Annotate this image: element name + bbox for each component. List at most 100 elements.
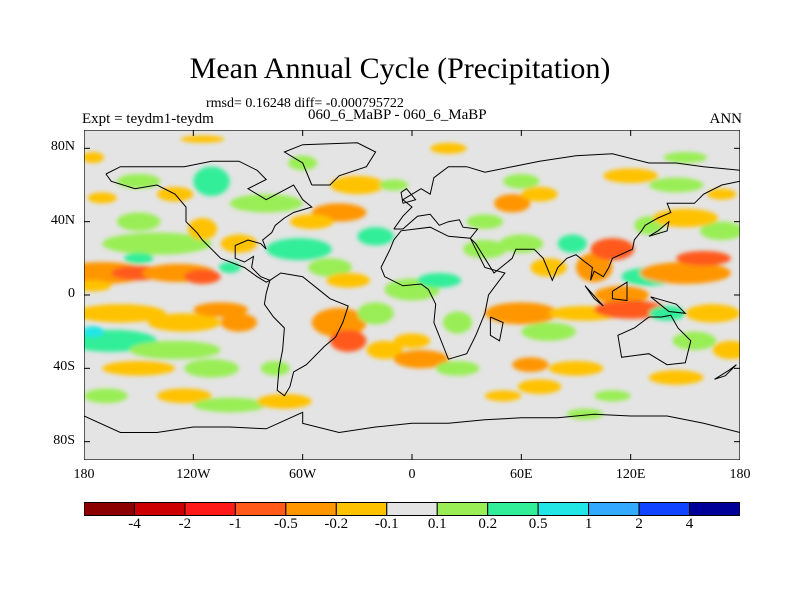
- anomaly-patch: [326, 273, 371, 288]
- lat-tick-label: 40N: [50, 212, 75, 228]
- anomaly-patch: [676, 251, 731, 266]
- coastline: [400, 188, 417, 204]
- colorbar-swatch: [638, 502, 691, 516]
- anomaly-patch: [129, 340, 221, 360]
- anomaly-patch: [218, 262, 241, 273]
- anomaly-patch: [311, 307, 367, 338]
- anomaly-patch: [499, 234, 544, 253]
- colorbar-swatch: [689, 502, 740, 516]
- anomaly-patch: [466, 214, 504, 229]
- anomaly-patch: [357, 302, 394, 325]
- anomaly-patch: [576, 252, 613, 283]
- chart-title: Mean Annual Cycle (Precipitation): [189, 52, 611, 85]
- coastline: [283, 142, 377, 186]
- lon-tick-label: 60W: [289, 467, 317, 482]
- colorbar-swatch: [537, 502, 590, 516]
- coastline: [617, 314, 692, 366]
- anomaly-patch: [193, 397, 267, 413]
- anomaly-patch: [503, 174, 540, 189]
- colorbar-level-label: -2: [178, 516, 192, 532]
- coastline: [714, 364, 737, 380]
- anomaly-patch: [184, 359, 239, 378]
- coastline: [650, 296, 687, 314]
- lon-tick-label: 180: [729, 467, 751, 482]
- anomaly-patch: [330, 329, 367, 352]
- anomaly-patch: [116, 212, 161, 231]
- colorbar-swatch: [588, 502, 640, 516]
- anomaly-patch: [685, 304, 740, 323]
- anomaly-patch: [594, 285, 649, 305]
- colorbar-swatch: [234, 502, 287, 516]
- lon-tick-label: 0: [408, 467, 416, 482]
- anomaly-patch: [484, 302, 558, 325]
- anomaly-patch: [652, 208, 719, 228]
- colorbar: [84, 502, 740, 516]
- colorbar-swatch: [184, 502, 236, 516]
- colorbar-swatch: [386, 502, 438, 516]
- stats-line: rmsd= 0.16248 diff= -0.000795722: [206, 96, 404, 111]
- coastline: [489, 316, 504, 342]
- precipitation-map: [84, 130, 740, 460]
- anomaly-patch: [548, 361, 604, 376]
- comparison-label: 060_6_MaBP - 060_6_MaBP: [308, 107, 487, 123]
- colorbar-swatch: [335, 502, 388, 516]
- coastline: [263, 272, 349, 397]
- anomaly-patch: [393, 333, 431, 349]
- colorbar-level-label: 1: [584, 516, 593, 532]
- colorbar-swatch: [133, 502, 186, 516]
- anomaly-patch: [648, 370, 704, 385]
- anomaly-patch: [229, 194, 303, 213]
- anomaly-patch: [84, 152, 105, 163]
- anomaly-patch: [517, 379, 562, 394]
- coastline: [648, 220, 670, 237]
- colorbar-swatch: [436, 502, 489, 516]
- anomaly-patch: [330, 175, 385, 195]
- anomaly-patch: [180, 135, 225, 143]
- coastline: [105, 160, 313, 283]
- colorbar-level-label: 4: [685, 516, 694, 532]
- anomaly-patch: [84, 304, 166, 323]
- lon-tick-label: 180: [73, 467, 95, 482]
- anomaly-patch: [521, 322, 576, 341]
- anomaly-patch: [357, 227, 394, 246]
- anomaly-patch: [430, 142, 467, 154]
- anomaly-patch: [663, 152, 708, 163]
- anomaly-patch: [530, 258, 567, 277]
- anomaly-patch: [87, 192, 117, 204]
- lat-tick-label: 40S: [53, 359, 75, 375]
- anomaly-patch: [590, 238, 635, 261]
- anomaly-patch: [260, 361, 290, 376]
- anomaly-patch: [494, 194, 531, 213]
- colorbar-level-label: 0.2: [478, 516, 498, 532]
- coastline: [611, 281, 628, 302]
- anomaly-patch: [124, 252, 154, 264]
- anomaly-patch: [484, 390, 522, 402]
- anomaly-patch: [566, 408, 604, 420]
- colorbar-level-label: -0.2: [324, 516, 349, 532]
- anomaly-patch: [289, 214, 334, 229]
- colorbar-swatch: [487, 502, 539, 516]
- coastline: [380, 226, 506, 360]
- anomaly-patch: [648, 177, 704, 193]
- anomaly-patch: [442, 311, 473, 334]
- anomaly-patch: [594, 300, 668, 319]
- colorbar-level-label: -0.1: [374, 516, 399, 532]
- anomaly-patch: [257, 394, 312, 409]
- season-label: ANN: [709, 111, 743, 127]
- anomaly-patch: [308, 258, 352, 277]
- colorbar-level-label: -0.5: [273, 516, 298, 532]
- anomaly-patch: [712, 340, 740, 360]
- anomaly-patch: [193, 302, 248, 317]
- anomaly-patch: [184, 269, 221, 284]
- anomaly-patch: [379, 179, 409, 191]
- anomaly-patch: [193, 166, 230, 196]
- anomaly-patch: [521, 186, 558, 202]
- anomaly-patch: [266, 238, 332, 261]
- colorbar-level-label: 0.5: [528, 516, 548, 532]
- anomaly-patch: [84, 388, 128, 404]
- anomaly-patch: [220, 313, 258, 332]
- anomaly-patch: [156, 388, 212, 404]
- lon-tick-label: 120W: [176, 467, 211, 482]
- anomaly-patch: [393, 350, 449, 369]
- colorbar-level-label: 2: [635, 516, 643, 532]
